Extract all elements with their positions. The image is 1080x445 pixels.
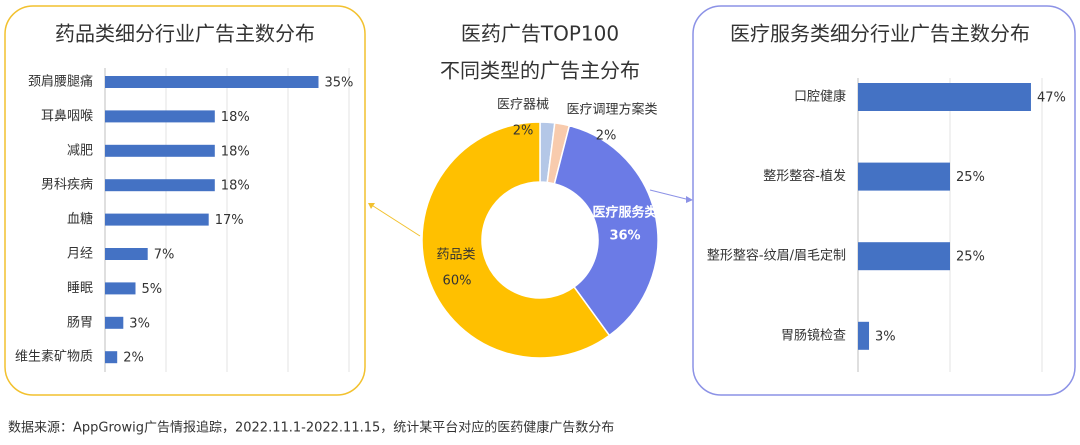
slice-label: 医疗服务类 (592, 205, 658, 221)
category-label: 减肥 (67, 143, 93, 158)
slice-value: 2% (513, 124, 534, 139)
bar (105, 110, 215, 123)
bar (858, 162, 950, 191)
left-panel (4, 5, 366, 396)
slice-value: 36% (609, 229, 640, 244)
bar (105, 76, 319, 88)
value-label: 18% (221, 179, 250, 194)
bar (105, 179, 215, 192)
value-label: 47% (1037, 91, 1066, 106)
value-label: 2% (123, 351, 144, 366)
donut-slice (421, 121, 611, 359)
slice-label: 医疗调理方案类 (566, 102, 657, 118)
connector-left (369, 203, 421, 237)
value-label: 25% (956, 170, 985, 185)
category-label: 睡眠 (67, 281, 93, 296)
right-panel (692, 5, 1076, 396)
category-label: 维生素矿物质 (15, 350, 93, 365)
footnote: 数据来源：AppGrowig广告情报追踪，2022.11.1-2022.11.1… (8, 420, 614, 436)
bar (105, 282, 136, 295)
bar (858, 321, 870, 350)
value-label: 18% (221, 144, 250, 159)
slice-label: 医疗器械 (497, 98, 549, 113)
value-label: 18% (221, 110, 250, 125)
bar (105, 316, 124, 329)
category-label: 血糖 (67, 211, 93, 227)
bar (105, 213, 209, 226)
category-label: 口腔健康 (794, 89, 846, 105)
bar (858, 83, 1031, 111)
value-label: 25% (956, 250, 985, 265)
value-label: 5% (142, 282, 163, 297)
value-label: 17% (215, 213, 244, 228)
value-label: 3% (129, 316, 150, 331)
bar (858, 242, 950, 271)
slice-value: 2% (596, 129, 617, 144)
panel-title: 医疗服务类细分行业广告主数分布 (730, 22, 1030, 46)
bar (105, 248, 148, 260)
connector-right (649, 189, 691, 201)
category-label: 耳鼻咽喉 (41, 108, 93, 124)
category-label: 胃肠镜检查 (781, 328, 846, 343)
category-label: 肠胃 (67, 315, 93, 330)
category-label: 月经 (67, 247, 93, 262)
category-label: 颈肩腰腿痛 (28, 74, 93, 90)
category-label: 整形整容-植发 (763, 168, 846, 184)
category-label: 整形整容-纹眉/眉毛定制 (707, 248, 846, 264)
slice-value: 60% (443, 274, 472, 289)
donut-slice (553, 124, 659, 337)
value-label: 3% (875, 329, 896, 344)
category-label: 男科疾病 (41, 178, 93, 193)
value-label: 7% (154, 248, 175, 263)
bar (105, 351, 118, 364)
panel-title: 药品类细分行业广告主数分布 (55, 22, 315, 46)
chart-subtitle: 不同类型的广告主分布 (440, 59, 640, 83)
slice-label: 药品类 (436, 248, 475, 263)
bar (105, 144, 215, 157)
arrow-left (368, 203, 375, 209)
value-label: 35% (325, 76, 354, 91)
chart-title: 医药广告TOP100 (461, 22, 619, 46)
arrow-right (686, 196, 693, 203)
